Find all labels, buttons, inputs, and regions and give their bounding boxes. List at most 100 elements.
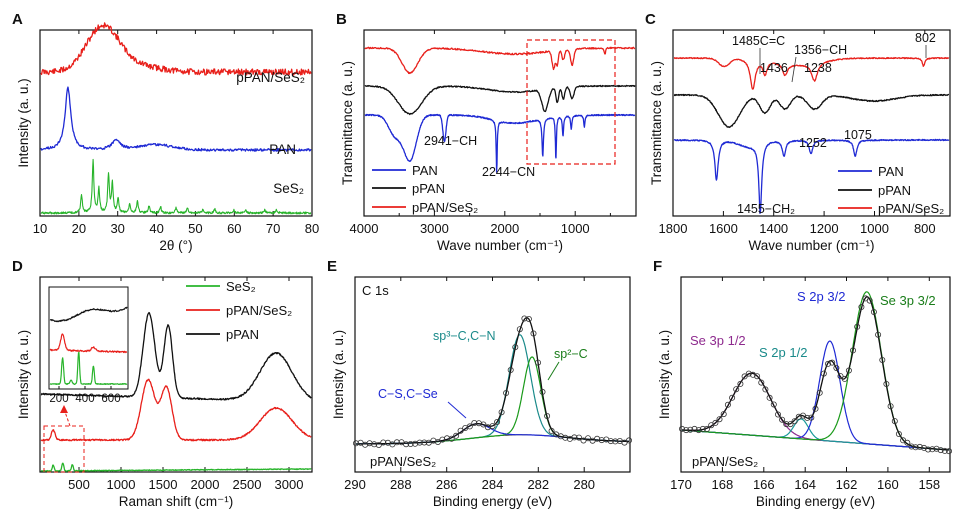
annotation-arrow: [447, 401, 467, 419]
data-point: [612, 438, 619, 445]
data-point: [539, 388, 546, 395]
data-point: [484, 424, 491, 431]
x-axis-label: Binding energy (eV): [756, 494, 875, 509]
data-point: [443, 435, 450, 442]
annotation-1455: 1455−CH₂: [737, 202, 795, 216]
series-label-pPAN-SeS2: pPAN/SeS₂: [236, 70, 305, 85]
x-tick-label: 1600: [709, 221, 738, 236]
data-point: [895, 430, 902, 437]
data-point: [712, 419, 719, 426]
data-point: [916, 443, 923, 450]
data-point: [829, 359, 836, 366]
annotation-S2p12: S 2p 1/2: [759, 345, 807, 360]
annotation-leader: [791, 56, 797, 83]
x-tick-label: 1000: [860, 221, 889, 236]
y-axis-label: Transmittance (a. u.): [340, 61, 355, 185]
data-point: [407, 440, 414, 447]
data-point: [850, 347, 857, 354]
data-point: [480, 421, 487, 428]
x-tick-label: 30: [110, 221, 124, 236]
inset-pPAN: [49, 306, 128, 323]
data-point: [535, 359, 542, 366]
inset-SeS2: [49, 351, 128, 385]
data-point: [687, 426, 694, 433]
series-pPAN-SeS2: [40, 378, 312, 442]
x-tick-label: 1200: [810, 221, 839, 236]
data-point: [941, 447, 948, 454]
data-point: [466, 423, 473, 430]
panel-C-frame: [672, 29, 951, 217]
x-tick-label: 286: [436, 477, 458, 492]
x-tick-label: 10: [33, 221, 47, 236]
data-point: [453, 432, 460, 439]
data-point: [879, 356, 886, 363]
y-axis-label: Intensity (a. u.): [16, 78, 31, 167]
data-point: [820, 370, 827, 377]
legend-label: pPAN: [226, 327, 259, 342]
x-tick-label: 170: [670, 477, 692, 492]
data-point: [749, 371, 756, 378]
inset-tick-label: 200: [49, 393, 68, 405]
legend-label: pPAN/SeS₂: [412, 200, 478, 215]
panel-frames: [39, 29, 951, 473]
x-tick-label: 40: [149, 221, 163, 236]
data-point: [729, 394, 736, 401]
data-point: [946, 448, 953, 455]
inset-frame: [48, 286, 129, 390]
x-tick-label: 164: [794, 477, 816, 492]
fitted-envelope: [681, 296, 950, 451]
data-point: [758, 379, 765, 386]
data-point: [380, 439, 387, 446]
data-point: [503, 389, 510, 396]
y-axis-label: Intensity (a. u.): [657, 330, 672, 419]
component-Se3p32: [681, 291, 950, 451]
sample-label: pPAN/SeS₂: [370, 454, 436, 469]
series-pPAN-SeS2: [673, 56, 950, 90]
series-pPAN: [364, 84, 636, 116]
x-tick-label: 2000: [191, 477, 220, 492]
data-point: [791, 418, 798, 425]
data-point: [683, 427, 690, 434]
panel-letter: F: [653, 258, 662, 275]
data-point: [925, 446, 932, 453]
data-point: [816, 389, 823, 396]
data-point: [745, 370, 752, 377]
inset-tick-label: 400: [75, 393, 94, 405]
inset-tick-label: 600: [101, 393, 120, 405]
x-tick-label: 3000: [420, 221, 449, 236]
panel-F-frame: [680, 276, 951, 473]
data-point: [421, 439, 428, 446]
series-label-SeS2: SeS₂: [273, 181, 304, 196]
x-tick-label: 500: [68, 477, 90, 492]
fitted-envelope: [356, 317, 629, 445]
data-point: [585, 435, 592, 442]
data-point: [544, 412, 551, 419]
data-point: [804, 414, 811, 421]
annotation-sp3: sp³−C,C−N: [433, 329, 496, 343]
data-point: [699, 425, 706, 432]
data-point: [845, 367, 852, 374]
data-point: [812, 405, 819, 412]
data-point: [870, 308, 877, 315]
x-tick-label: 162: [836, 477, 858, 492]
annotation-Se3p12: Se 3p 1/2: [690, 333, 746, 348]
data-point: [775, 411, 782, 418]
annotation-2244: 2244−CN: [482, 165, 535, 179]
legend-label: pPAN/SeS₂: [878, 201, 944, 216]
series-pPAN-SeS2: [364, 46, 636, 75]
data-point: [352, 440, 359, 447]
data-point: [704, 425, 711, 432]
panel-A-frame: [39, 29, 313, 217]
data-point: [598, 437, 605, 444]
panel-D-frame: [39, 276, 313, 473]
inset-source-box: [43, 425, 85, 473]
data-point: [457, 427, 464, 434]
data-point: [795, 413, 802, 420]
data-point: [724, 401, 731, 408]
data-point: [448, 435, 455, 442]
x-tick-label: 160: [877, 477, 899, 492]
data-point: [937, 447, 944, 454]
data-point: [854, 323, 861, 330]
annotation-1485: 1485C=C: [732, 34, 785, 48]
